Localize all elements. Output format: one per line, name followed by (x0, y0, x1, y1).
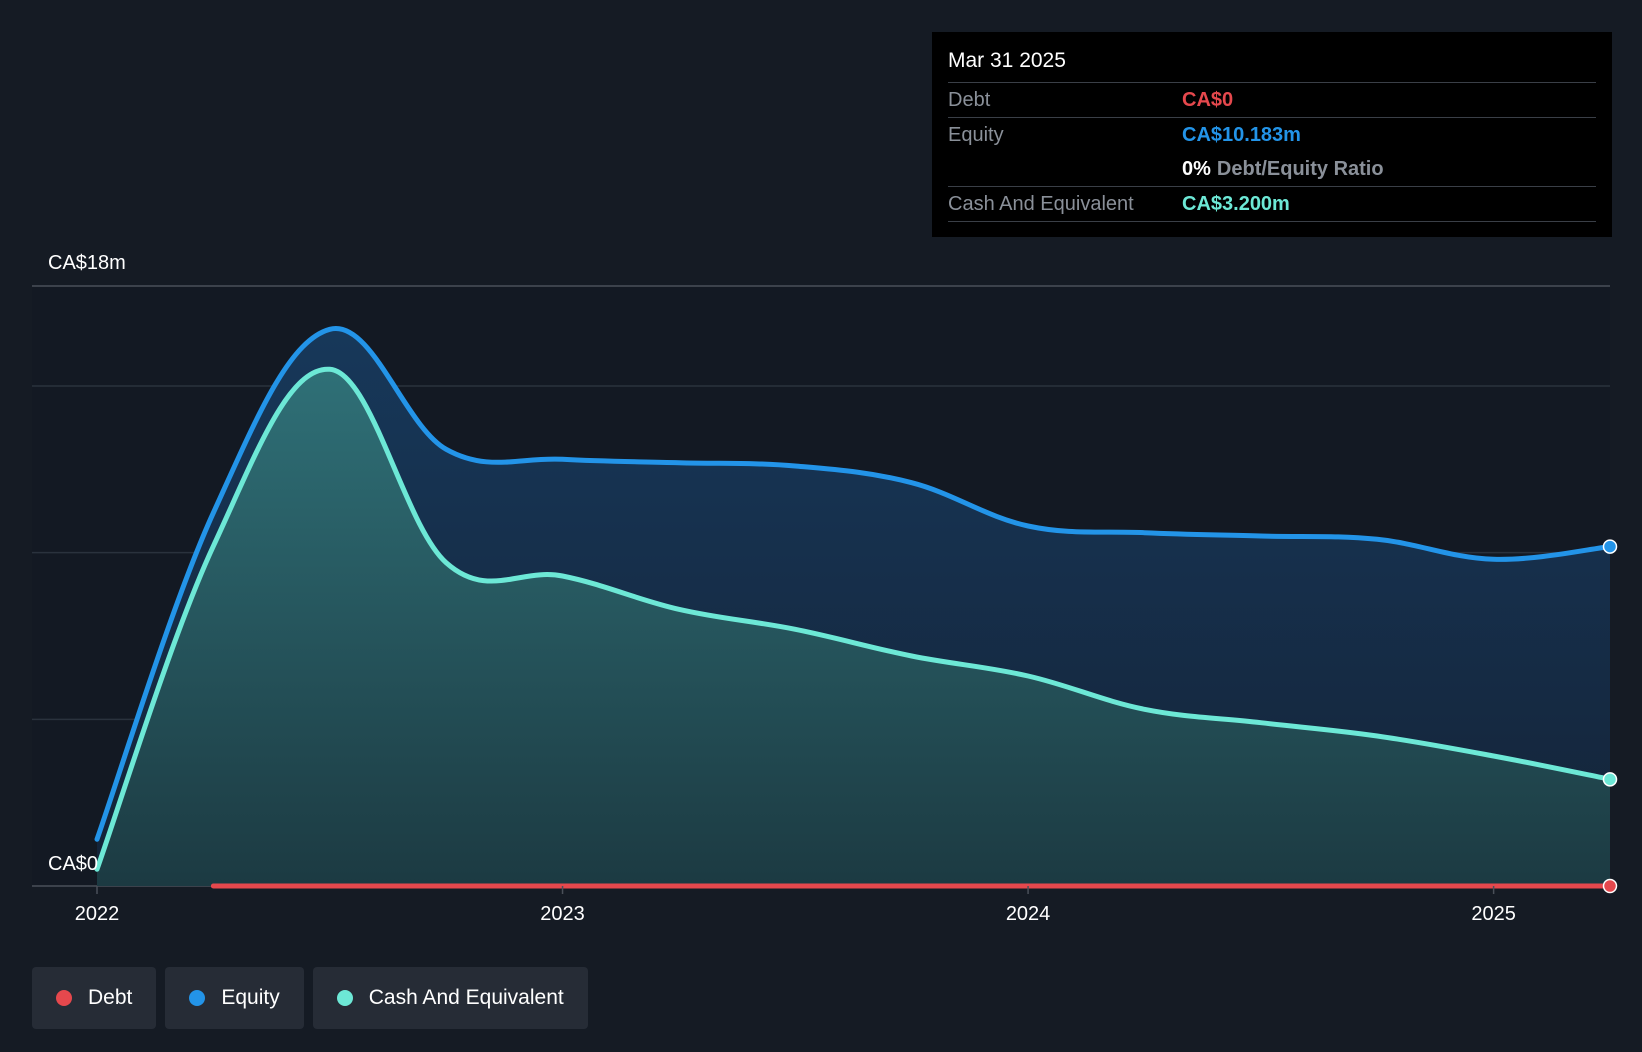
tooltip-debt-value: CA$0 (1182, 88, 1234, 111)
tooltip-cash-label: Cash And Equivalent (948, 192, 1134, 215)
y-axis-top-label: CA$18m (48, 252, 126, 274)
cash-dot-icon (336, 990, 353, 1006)
legend-item-cash[interactable]: Cash And Equivalent (312, 967, 588, 1029)
tooltip-ratio-label: Debt/Equity Ratio (1216, 157, 1384, 180)
tooltip-cash-value: CA$3.200m (1182, 192, 1290, 215)
x-tick-label: 2023 (540, 903, 585, 925)
x-tick-label: 2025 (1471, 903, 1516, 925)
tooltip-ratio-value: 0% (1182, 157, 1211, 180)
cash-line (94, 366, 1613, 872)
cash-end-point (1602, 772, 1618, 787)
legend-equity-label: Equity (221, 986, 280, 1009)
tooltip-row-cash: Cash And Equivalent CA$3.200m (948, 186, 1596, 222)
series-layer (94, 326, 1618, 894)
chart-legend: Debt Equity Cash And Equivalent (32, 967, 588, 1029)
tooltip-debt-label: Debt (948, 88, 991, 111)
tooltip-row-equity: Equity CA$10.183m (948, 117, 1596, 152)
legend-item-debt[interactable]: Debt (32, 967, 157, 1029)
tooltip-equity-value: CA$10.183m (1182, 123, 1301, 146)
y-axis-bottom-label: CA$0 (48, 853, 98, 875)
debt-end-point (1602, 878, 1618, 894)
x-axis: 2022 2023 2024 2025 (75, 886, 1516, 925)
x-tick-label: 2024 (1006, 903, 1051, 925)
equity-end-point (1602, 539, 1618, 554)
legend-item-equity[interactable]: Equity (165, 967, 304, 1029)
tooltip-row-debt: Debt CA$0 (948, 82, 1596, 117)
tooltip-date: Mar 31 2025 (948, 49, 1066, 72)
x-tick-label: 2022 (75, 903, 120, 925)
tooltip-panel: Mar 31 2025 Debt CA$0 Equity CA$10.183m … (932, 32, 1612, 237)
tooltip-row-ratio: 0% Debt/Equity Ratio (948, 152, 1596, 186)
tooltip-equity-label: Equity (948, 123, 1004, 146)
equity-dot-icon (189, 990, 206, 1006)
debt-dot-icon (56, 990, 72, 1006)
legend-debt-label: Debt (88, 986, 133, 1009)
cash-area (97, 369, 1610, 886)
equity-line (94, 326, 1613, 842)
legend-cash-label: Cash And Equivalent (368, 986, 564, 1009)
